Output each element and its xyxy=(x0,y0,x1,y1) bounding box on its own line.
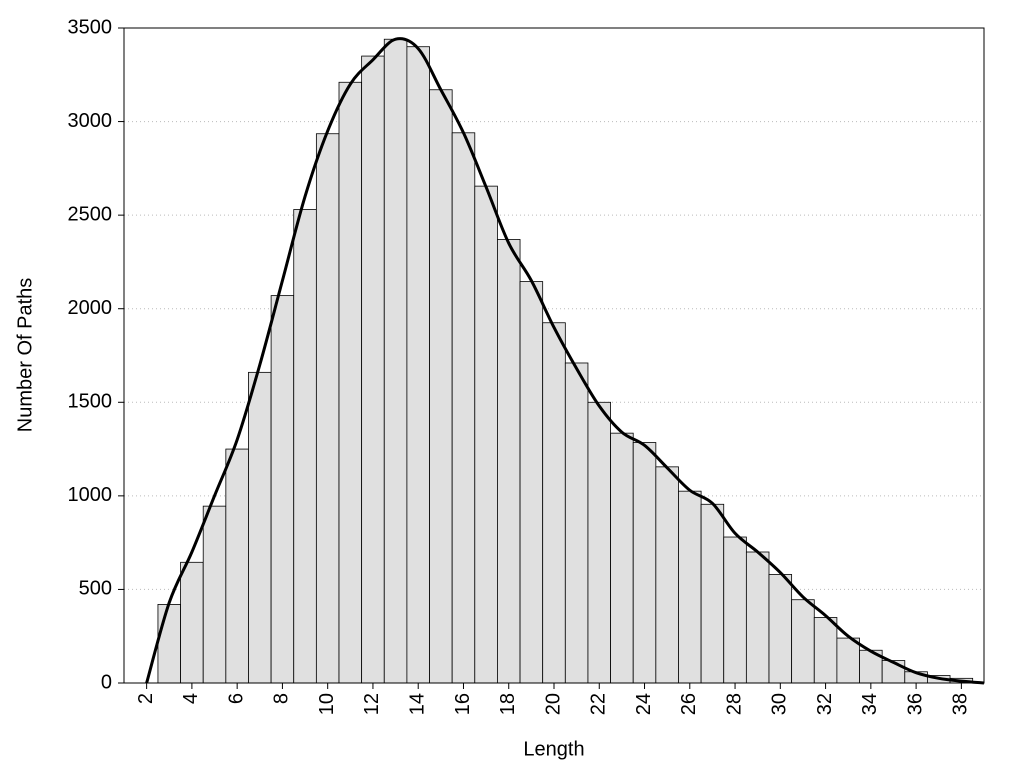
bar xyxy=(632,442,657,684)
y-tick-label: 500 xyxy=(79,578,112,600)
x-tick-label: 38 xyxy=(950,693,972,715)
x-tick-label: 6 xyxy=(225,693,247,704)
density-curve xyxy=(145,37,985,685)
bar xyxy=(587,401,611,684)
x-tick-label: 20 xyxy=(542,693,564,715)
bar xyxy=(248,371,272,684)
x-tick-label: 14 xyxy=(406,693,428,715)
x-tick-label: 30 xyxy=(769,693,791,715)
y-tick-label: 1000 xyxy=(68,484,113,506)
x-tick-label: 32 xyxy=(814,693,836,715)
bar xyxy=(655,466,679,684)
bar xyxy=(406,46,430,684)
bar xyxy=(157,604,181,684)
bar xyxy=(293,209,317,684)
y-axis-label: Number Of Paths xyxy=(14,278,36,433)
y-tick-label: 3500 xyxy=(68,16,113,38)
bar xyxy=(836,637,860,684)
x-tick-label: 2 xyxy=(135,693,157,704)
x-tick-label: 8 xyxy=(271,693,293,704)
bar xyxy=(564,362,589,684)
bar xyxy=(338,81,363,684)
bar xyxy=(723,536,747,684)
y-tick-label: 1500 xyxy=(68,391,113,413)
bar xyxy=(678,490,702,684)
bar xyxy=(451,132,476,684)
bar xyxy=(768,574,793,684)
bar xyxy=(745,551,770,684)
x-tick-label: 24 xyxy=(633,693,655,715)
bar xyxy=(497,239,521,684)
bar xyxy=(474,185,498,684)
bar xyxy=(429,89,453,684)
x-tick-label: 18 xyxy=(497,693,519,715)
bar xyxy=(542,322,566,684)
plot-frame xyxy=(123,27,985,684)
bar xyxy=(700,503,725,684)
bar xyxy=(610,432,634,684)
y-tick-label: 2500 xyxy=(68,203,113,225)
bar xyxy=(180,561,204,684)
x-tick-label: 4 xyxy=(180,693,202,704)
bar xyxy=(225,448,249,684)
x-axis-label: Length xyxy=(523,738,584,760)
bar xyxy=(361,55,385,684)
bar xyxy=(383,38,408,684)
y-tick-label: 3000 xyxy=(68,110,113,132)
bar xyxy=(813,617,838,684)
x-tick-label: 12 xyxy=(361,693,383,715)
bar xyxy=(202,505,227,684)
x-tick-label: 34 xyxy=(859,693,881,715)
x-tick-label: 22 xyxy=(588,693,610,715)
x-tick-label: 28 xyxy=(723,693,745,715)
y-tick-label: 0 xyxy=(101,671,112,693)
x-tick-label: 36 xyxy=(904,693,926,715)
bar xyxy=(519,281,544,684)
bar xyxy=(270,295,295,684)
y-tick-label: 2000 xyxy=(68,297,113,319)
x-tick-label: 10 xyxy=(316,693,338,715)
x-tick-label: 26 xyxy=(678,693,700,715)
bar xyxy=(315,133,340,684)
bar xyxy=(791,599,815,684)
x-tick-label: 16 xyxy=(452,693,474,715)
